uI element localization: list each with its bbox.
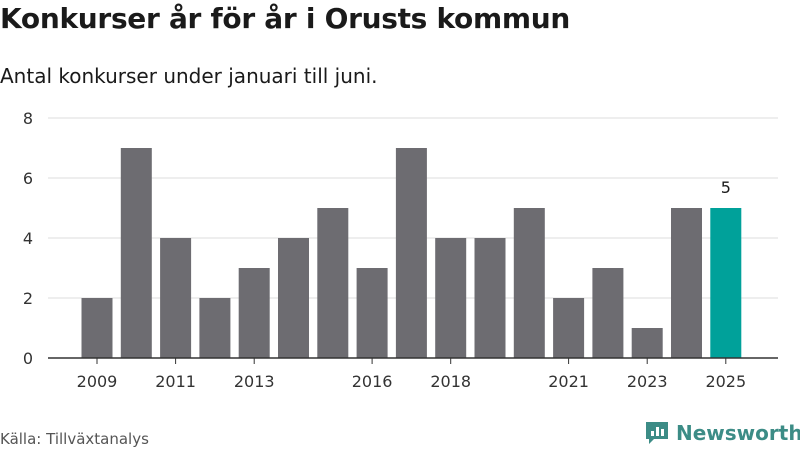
axes: 0 2 4 6 8 2009 2011 2013 2016 2018 2021 2023 2025: [23, 109, 778, 391]
y-tick-label-0: 0: [23, 349, 33, 368]
x-tick-label-2018: 2018: [430, 372, 471, 391]
y-tick-label-4: 4: [23, 229, 33, 248]
bar-2009: [81, 298, 113, 358]
x-tick-label-2025: 2025: [705, 372, 746, 391]
y-tick-label-8: 8: [23, 109, 33, 128]
x-tick-label-2011: 2011: [155, 372, 196, 391]
source-note: Källa: Tillväxtanalys: [0, 430, 149, 448]
chart-subtitle: Antal konkurser under januari till juni.: [0, 64, 378, 88]
data-label-2025: 5: [721, 178, 731, 197]
brand-logo: Newsworthy: [644, 420, 800, 446]
bar-2014: [278, 238, 309, 358]
bar-2016: [356, 268, 388, 358]
y-tick-label-6: 6: [23, 169, 33, 188]
bar-2023: [631, 328, 663, 358]
bar-2010: [120, 148, 152, 358]
bar-2019: [474, 238, 506, 358]
bar-2011: [160, 238, 192, 358]
bars: 5: [81, 148, 742, 358]
bar-2021: [553, 298, 585, 358]
chart-title: Konkurser år för år i Orusts kommun: [0, 2, 571, 35]
bar-2018: [435, 238, 467, 358]
brand-name: Newsworthy: [676, 421, 800, 445]
bar-2022: [592, 268, 624, 358]
bar-2024: [671, 208, 702, 358]
x-tick-label-2016: 2016: [352, 372, 393, 391]
bar-2017: [395, 148, 427, 358]
bar-2012: [199, 298, 231, 358]
bar-2025: [710, 208, 742, 358]
bar-2013: [238, 268, 270, 358]
newsworthy-logo-icon: [646, 422, 668, 444]
bar-2020: [513, 208, 545, 358]
bar-2015: [317, 208, 349, 358]
x-tick-label-2013: 2013: [234, 372, 275, 391]
x-tick-label-2021: 2021: [548, 372, 589, 391]
y-tick-label-2: 2: [23, 289, 33, 308]
x-tick-label-2009: 2009: [77, 372, 118, 391]
x-tick-label-2023: 2023: [627, 372, 668, 391]
